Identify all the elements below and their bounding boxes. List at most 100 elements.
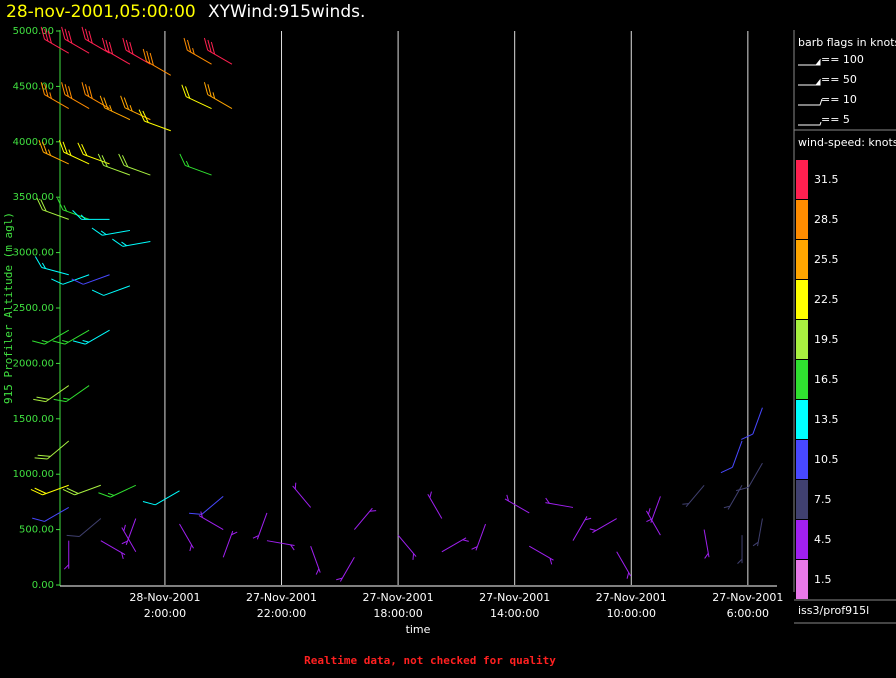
x-tick-date: 28-Nov-2001 — [129, 591, 200, 604]
y-tick-label: 3500.00 — [13, 192, 54, 203]
wind-barb — [33, 385, 70, 403]
x-tick-date: 27-Nov-2001 — [363, 591, 434, 604]
barb-staff — [155, 490, 180, 506]
barb-full — [81, 144, 88, 156]
barb-half — [584, 517, 592, 521]
barb-full — [112, 238, 124, 247]
barb-half — [336, 577, 343, 581]
wind-barb — [121, 524, 137, 553]
wind-barb — [645, 508, 661, 536]
barb-staff — [64, 329, 90, 345]
x-tick-label: 18:00:00 — [373, 607, 422, 620]
barb-staff — [650, 496, 661, 523]
wind-barb — [752, 518, 763, 547]
wind-barb — [427, 491, 443, 519]
barb-half — [231, 531, 238, 536]
barb-full — [207, 84, 212, 97]
barb-staff — [85, 94, 110, 109]
barb-staff — [747, 462, 763, 488]
wind-barb — [266, 540, 295, 551]
barb-staff — [85, 38, 110, 54]
y-tick-label: 2000.00 — [13, 358, 54, 369]
x-tick-date: 27-Nov-2001 — [479, 591, 550, 604]
barb-staff — [85, 329, 110, 345]
glyph-10 — [798, 98, 823, 106]
barb-half — [682, 503, 689, 505]
barb-half — [212, 92, 216, 99]
wind-barb — [179, 523, 194, 552]
barb-half — [647, 508, 651, 515]
barb-legend-title: barb flags in knots — [798, 36, 896, 49]
wind-barb — [353, 507, 377, 530]
color-legend-label: 25.5 — [814, 253, 839, 266]
wind-barb — [100, 540, 126, 559]
barb-half — [63, 205, 68, 212]
barb-full — [61, 26, 66, 40]
barb-staff — [222, 530, 234, 558]
barb-full — [120, 95, 126, 108]
wind-barb — [336, 557, 355, 582]
barb-full — [183, 37, 188, 51]
wind-barb — [682, 484, 705, 508]
barb-half — [121, 241, 128, 247]
chart-title: 28-nov-2001,05:00:00 — [6, 2, 196, 22]
barb-staff — [42, 484, 69, 496]
barb-half — [704, 552, 709, 559]
barb-full — [66, 487, 79, 494]
barb-full — [34, 256, 43, 268]
barb-staff — [104, 107, 131, 121]
barb-staff — [645, 510, 661, 536]
wind-barb — [72, 329, 110, 345]
footer-note: Realtime data, not checked for quality — [304, 654, 556, 667]
barb-staff — [125, 518, 137, 546]
barb-half — [549, 558, 553, 565]
barb-full — [68, 86, 73, 99]
barb-full — [40, 82, 45, 95]
source-label: iss3/prof915l — [798, 604, 869, 617]
x-tick-date: 27-Nov-2001 — [596, 591, 667, 604]
barb-half — [41, 340, 49, 343]
barb-full — [33, 398, 46, 403]
x-tick-label: 10:00:00 — [607, 607, 656, 620]
barb-full — [88, 86, 93, 99]
barb-full — [66, 534, 80, 538]
wind-barb — [99, 95, 131, 121]
barb-full — [44, 84, 49, 97]
barb-staff — [685, 484, 705, 508]
barb-legend-label: == 10 — [821, 93, 857, 106]
barb-full — [40, 199, 47, 212]
barb-full — [32, 517, 45, 522]
wind-barb — [61, 82, 90, 109]
barb-full — [121, 155, 129, 168]
wind-barb — [181, 84, 212, 110]
wind-barb — [32, 329, 69, 345]
barb-staff — [292, 485, 312, 508]
barb-staff — [752, 407, 763, 435]
color-swatch — [796, 160, 808, 199]
barb-full — [64, 28, 69, 42]
barb-full — [72, 340, 86, 345]
barb-staff — [731, 440, 743, 468]
barb-full — [42, 141, 48, 154]
color-swatch — [796, 240, 808, 279]
wind-barb — [30, 484, 69, 496]
color-swatch — [796, 200, 808, 239]
barb-staff — [41, 267, 69, 276]
barb-staff — [121, 527, 137, 553]
barb-staff — [105, 49, 131, 65]
barb-half — [506, 494, 509, 502]
barb-staff — [339, 557, 355, 582]
barb-staff — [103, 164, 131, 176]
y-tick-label: 3000.00 — [13, 248, 54, 259]
y-tick-label: 4500.00 — [13, 81, 54, 92]
wind-barb — [723, 485, 743, 510]
barb-full — [184, 86, 191, 99]
barb-staff — [266, 540, 295, 547]
barb-full — [71, 278, 84, 285]
barb-legend-glyphs — [798, 58, 823, 126]
barb-full — [62, 489, 75, 496]
barb-full — [122, 37, 127, 51]
barb-full — [81, 82, 86, 95]
